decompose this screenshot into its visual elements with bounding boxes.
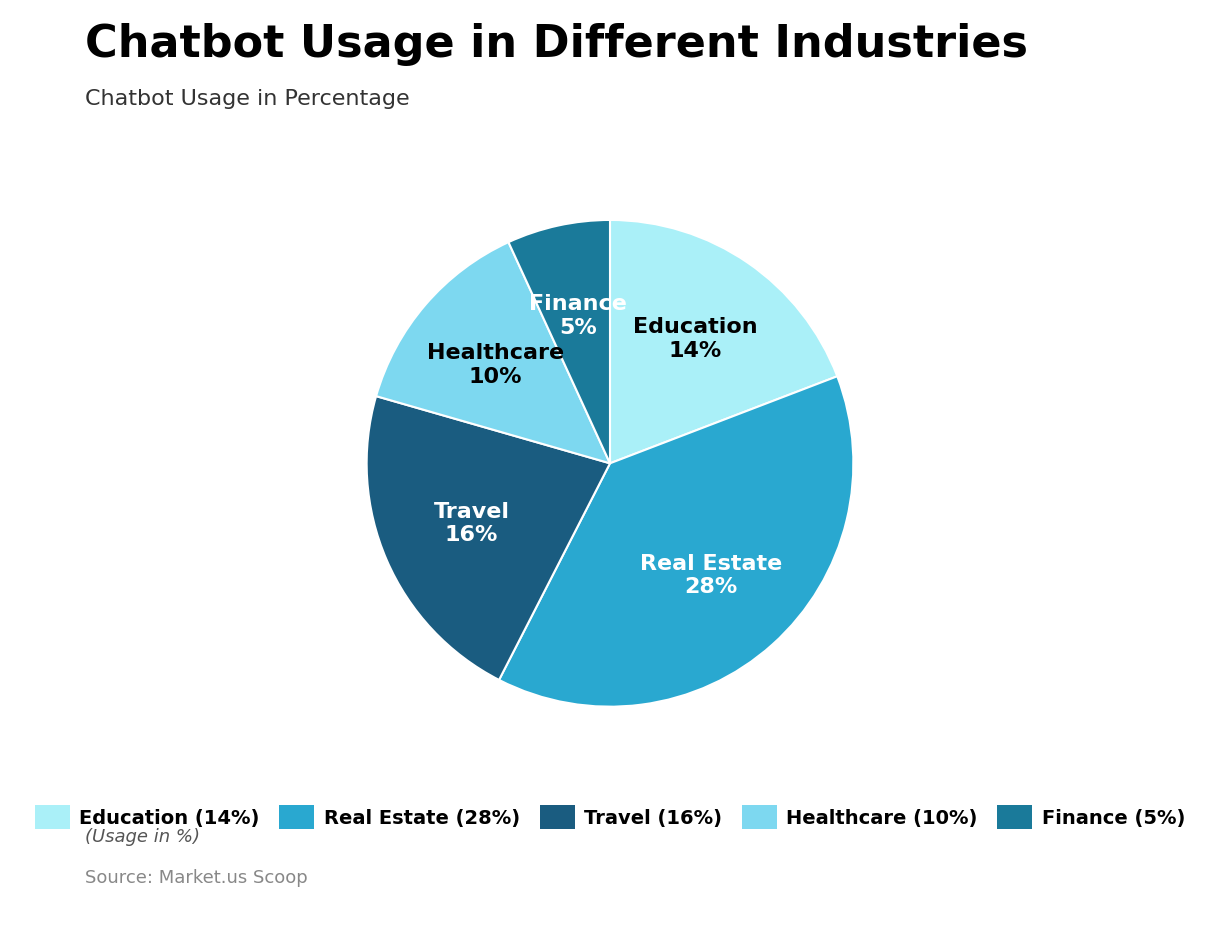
Text: Education
14%: Education 14% [633,317,758,360]
Text: Source: Market.us Scoop: Source: Market.us Scoop [85,869,309,886]
Text: Travel
16%: Travel 16% [433,502,510,545]
Wedge shape [509,220,610,463]
Text: Real Estate
28%: Real Estate 28% [639,554,782,597]
Wedge shape [367,396,610,680]
Legend: Education (14%), Real Estate (28%), Travel (16%), Healthcare (10%), Finance (5%): Education (14%), Real Estate (28%), Trav… [27,797,1193,837]
Wedge shape [610,220,837,463]
Wedge shape [499,376,853,707]
Wedge shape [376,242,610,463]
Text: Finance
5%: Finance 5% [528,294,627,338]
Text: Chatbot Usage in Different Industries: Chatbot Usage in Different Industries [85,23,1028,66]
Text: Healthcare
10%: Healthcare 10% [427,344,564,387]
Text: Chatbot Usage in Percentage: Chatbot Usage in Percentage [85,89,410,109]
Text: (Usage in %): (Usage in %) [85,828,200,846]
